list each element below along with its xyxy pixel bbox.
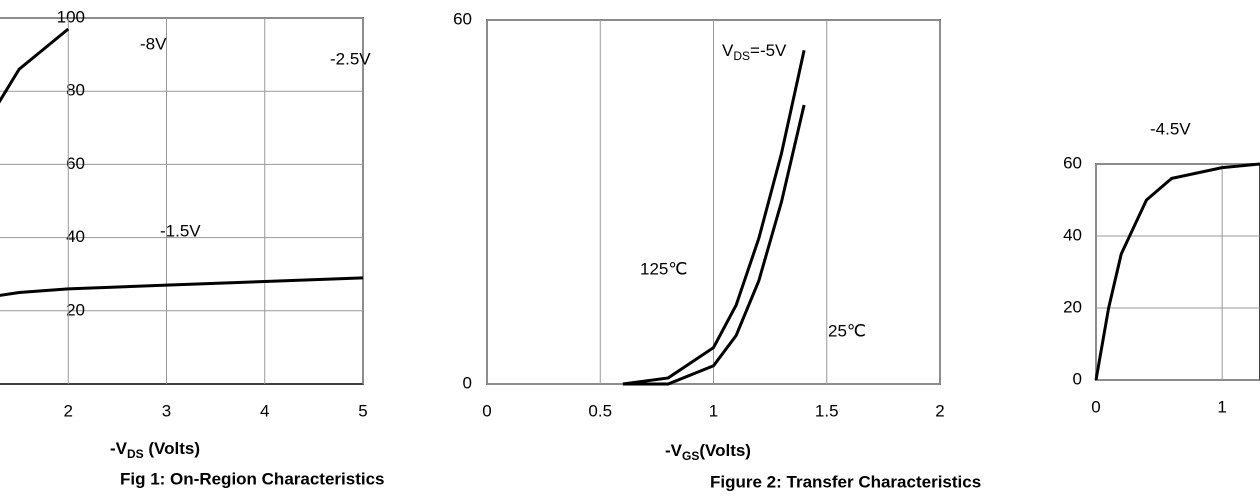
y-tick-label: 20 — [66, 300, 85, 319]
series-label: 125℃ — [640, 259, 687, 278]
series-line — [622, 104, 806, 386]
y-tick-label: 0 — [463, 373, 472, 392]
series-label: 25℃ — [828, 321, 866, 340]
series-label: -4.5V — [1150, 119, 1191, 138]
series-label: -8V — [140, 34, 167, 53]
x-tick-label: 1.5 — [815, 401, 839, 420]
y-tick-label: 100 — [57, 7, 85, 26]
series-line — [0, 276, 364, 297]
x-axis-label-sub: DS — [127, 447, 144, 461]
x-axis-label-part: -V — [665, 441, 683, 460]
figure-caption: Figure 2: Transfer Characteristics — [710, 472, 981, 491]
annotation-sub: DS — [733, 49, 750, 63]
figure-caption: Fig 1: On-Region Characteristics — [120, 469, 385, 488]
x-tick-label: 0 — [1091, 397, 1100, 416]
x-tick-label: 3 — [162, 401, 171, 420]
annotation-part: V — [722, 41, 734, 60]
series-line — [1094, 162, 1260, 381]
x-axis-label-part: (Volts) — [699, 441, 751, 460]
x-axis-label: -VDS (Volts) — [110, 439, 200, 461]
y-tick-label: 60 — [453, 9, 472, 28]
y-tick-label: 60 — [66, 154, 85, 173]
series-line — [0, 27, 70, 104]
y-tick-label: 80 — [66, 81, 85, 100]
x-tick-label: 2 — [935, 401, 944, 420]
x-axis-label-sub: GS — [682, 449, 699, 463]
x-tick-label: 2 — [64, 401, 73, 420]
y-tick-label: 60 — [1063, 153, 1082, 172]
annotation-part: =-5V — [750, 41, 787, 60]
x-axis-label: -VGS(Volts) — [665, 441, 751, 463]
x-tick-label: 1 — [1217, 397, 1226, 416]
y-tick-label: 40 — [1063, 225, 1082, 244]
x-axis-label-part: -V — [110, 439, 128, 458]
plot-area — [1095, 163, 1260, 381]
x-tick-label: 4 — [260, 401, 269, 420]
x-tick-label: 5 — [358, 401, 367, 420]
series-label: -1.5V — [160, 221, 201, 240]
series-label: -2.5V — [330, 49, 371, 68]
annotation: VDS=-5V — [722, 41, 787, 63]
x-tick-label: 1 — [709, 401, 718, 420]
y-tick-label: 20 — [1063, 297, 1082, 316]
x-tick-label: 0.5 — [588, 401, 612, 420]
y-tick-label: 40 — [66, 227, 85, 246]
x-tick-label: 0 — [482, 401, 491, 420]
x-axis-label-part: (Volts) — [144, 439, 200, 458]
y-tick-label: 0 — [1073, 369, 1082, 388]
plot-area — [0, 17, 364, 385]
series-line — [622, 50, 806, 386]
